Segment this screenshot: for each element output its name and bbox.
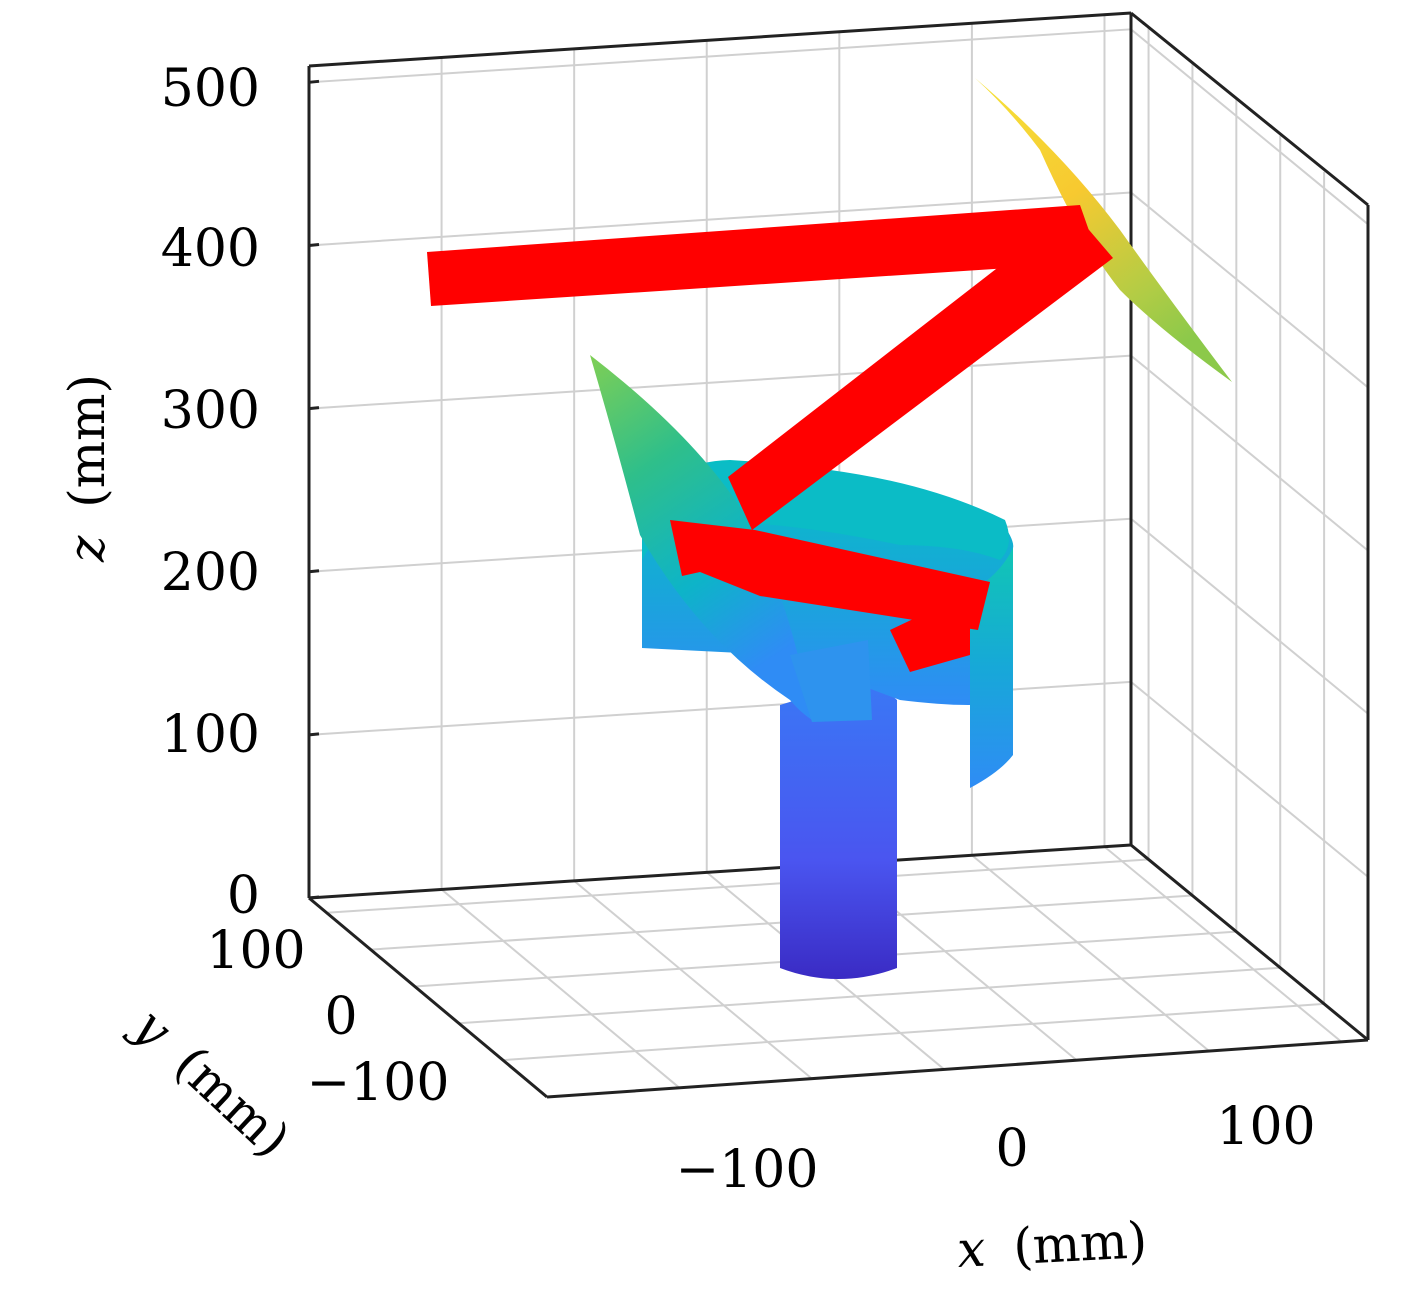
back-grid-line-z (308, 28, 1132, 84)
x-axis-var: x (956, 1220, 987, 1279)
side-grid-line-z (1130, 28, 1369, 226)
link-lower-end (890, 592, 970, 672)
lower-wing-tail (790, 640, 872, 722)
z-tick-label: 0 (227, 866, 260, 926)
z-axis-label: z (mm) (58, 374, 116, 563)
floor-grid-line-x (573, 880, 813, 1080)
plot-objects (427, 78, 1232, 979)
z-tick-mark (308, 79, 320, 84)
x-tick-label: 0 (995, 1119, 1028, 1179)
axes-frame (307, 11, 1370, 1099)
frame-edge (308, 11, 1132, 68)
z-tick-label: 100 (161, 705, 260, 765)
side-grid-line-z (1130, 517, 1369, 715)
floor-grid-line-x (1103, 845, 1343, 1043)
floor-grid-line-x (971, 854, 1210, 1052)
floor-grid-line-y (458, 966, 1281, 1025)
y-tick-label: −100 (307, 1053, 450, 1113)
frame-edge (1130, 11, 1369, 207)
link-lower (670, 520, 990, 630)
y-axis-label: y (mm) (121, 995, 301, 1168)
back-grid-line-z (308, 354, 1132, 410)
axis-labels: z (mm) y (mm) x (mm) (58, 374, 1148, 1279)
base-column (780, 682, 897, 979)
z-tick-mark (308, 895, 320, 900)
z-tick-label: 500 (161, 59, 260, 119)
y-tick-label: 100 (206, 921, 305, 981)
side-grid-line-z (1130, 681, 1369, 878)
upper-wing (975, 78, 1232, 382)
frame-edge (308, 896, 548, 1099)
frame-edge (308, 843, 1132, 900)
x-axis-label: x (mm) (956, 1211, 1149, 1279)
z-tick-mark (308, 569, 320, 574)
side-grid-line-z (1130, 354, 1369, 552)
z-tick-label: 400 (161, 219, 260, 279)
z-tick-label: 300 (161, 381, 260, 441)
back-grid-line-z (308, 191, 1132, 247)
frame-edge (1130, 843, 1369, 1042)
x-tick-label: 100 (1216, 1097, 1315, 1157)
z-axis-var: z (58, 535, 116, 563)
x-tick-label: −100 (676, 1140, 819, 1200)
z-axis-unit: (mm) (58, 374, 116, 508)
floor-grid-line-y (326, 858, 1149, 914)
z-tick-mark (308, 732, 320, 737)
z-tick-mark (308, 406, 320, 411)
link-diagonal (728, 210, 1113, 530)
x-axis-unit: (mm) (1012, 1211, 1149, 1276)
y-tick-label: 0 (324, 987, 357, 1047)
z-tick-mark (308, 242, 320, 247)
y-axis-var: y (121, 995, 183, 1059)
frame-edge (546, 1038, 1369, 1099)
tick-labels: 0 100 200 300 400 500 100 0 −100 −100 0 … (161, 59, 1316, 1200)
link-horizontal-upper (427, 205, 1100, 306)
z-tick-label: 200 (161, 543, 260, 603)
y-axis-unit: (mm) (163, 1035, 300, 1169)
floor-grid-line-y (502, 1002, 1325, 1062)
side-grid-line-z (1130, 191, 1369, 389)
floor-grid-line-x (440, 888, 681, 1089)
